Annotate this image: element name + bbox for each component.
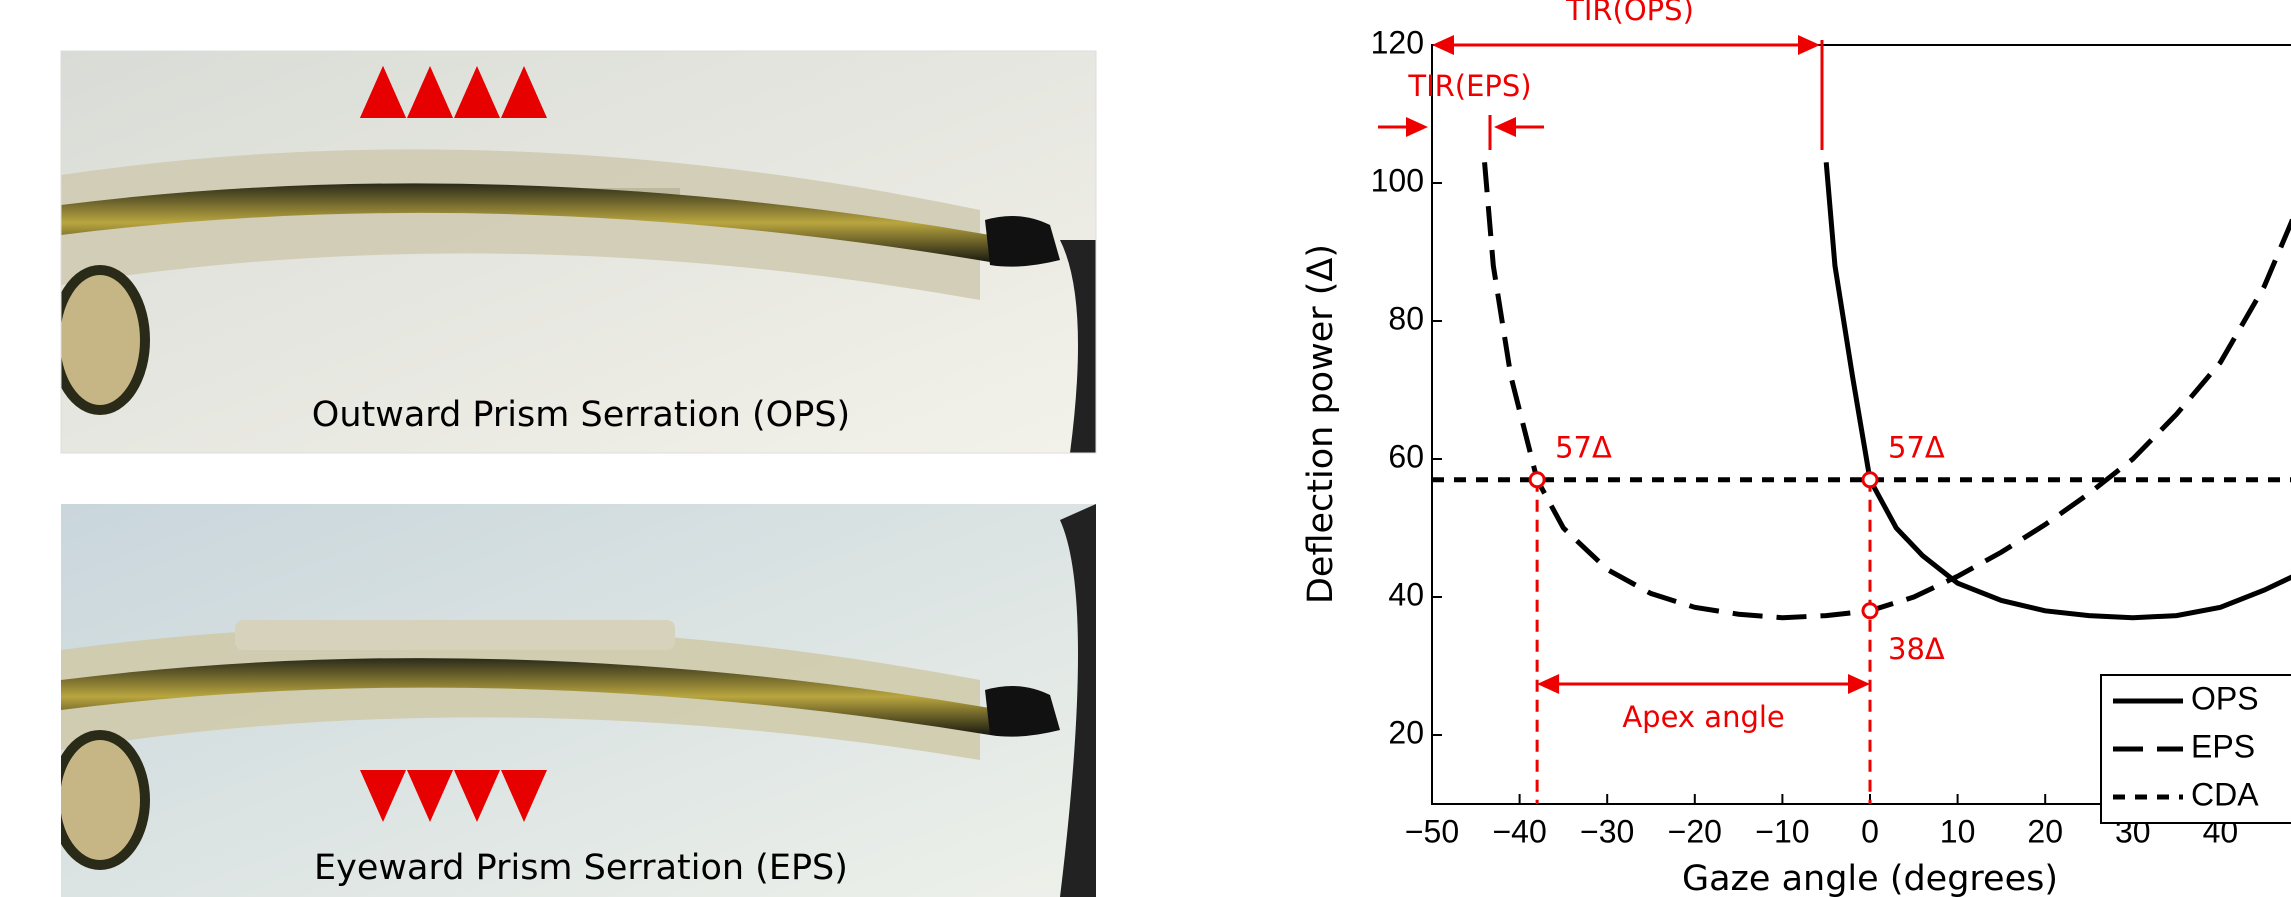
x-tick-label: −20: [1668, 813, 1722, 849]
marker: [1528, 471, 1546, 489]
arrowhead: [1432, 35, 1454, 55]
marker-label: 38Δ: [1888, 632, 1945, 666]
x-tick-label: −40: [1492, 813, 1546, 849]
up-arrows: [360, 66, 547, 118]
photo-top: [61, 51, 1096, 453]
arrowhead: [1494, 117, 1516, 137]
legend-label: EPS: [2191, 728, 2255, 764]
x-tick-label: 0: [1861, 813, 1879, 849]
marker: [1861, 602, 1879, 620]
legend-label: OPS: [2191, 680, 2259, 716]
series-line: [1482, 162, 2291, 621]
x-tick-label: −10: [1755, 813, 1809, 849]
x-tick-label: 20: [2027, 813, 2063, 849]
marker: [1861, 471, 1879, 489]
tir-eps-label: TIR(EPS): [1407, 69, 1531, 103]
y-axis-title: Deflection power (Δ): [1301, 244, 1341, 604]
y-tick-label: 60: [1388, 438, 1424, 474]
y-tick-label: 100: [1371, 162, 1424, 198]
down-arrows: [360, 770, 547, 822]
x-tick-label: −50: [1405, 813, 1459, 849]
caption: Outward Prism Serration (OPS): [312, 395, 850, 435]
y-tick-label: 20: [1388, 714, 1424, 750]
marker-label: 57Δ: [1555, 431, 1612, 465]
arrowhead: [1537, 674, 1560, 694]
legend-label: CDA: [2191, 776, 2259, 812]
x-axis-title: Gaze angle (degrees): [1682, 859, 2058, 897]
apex-label: Apex angle: [1622, 700, 1784, 734]
marker-label: 57Δ: [1888, 431, 1945, 465]
photo-bottom: [61, 504, 1096, 897]
arrowhead: [1798, 35, 1820, 55]
arrowhead: [1406, 117, 1428, 137]
tir-ops-label: TIR(OPS): [1565, 0, 1694, 27]
caption: Eyeward Prism Serration (EPS): [314, 848, 848, 888]
series-line: [1823, 162, 2291, 621]
y-tick-label: 120: [1371, 24, 1424, 60]
y-tick-label: 80: [1388, 300, 1424, 336]
y-tick-label: 40: [1388, 576, 1424, 612]
x-tick-label: 10: [1940, 813, 1976, 849]
arrowhead: [1848, 674, 1870, 694]
x-tick-label: −30: [1580, 813, 1634, 849]
